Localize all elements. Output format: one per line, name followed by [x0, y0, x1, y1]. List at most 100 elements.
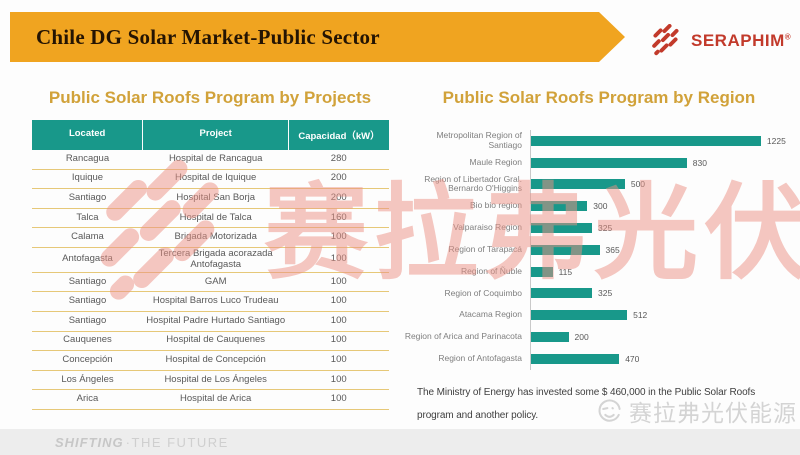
footer-tagline-bold: SHIFTING — [55, 434, 124, 450]
region-bar-chart: Metropolitan Region of Santiago 1225 Maule… — [404, 130, 794, 370]
chart-bar-area: 365 — [530, 238, 775, 261]
table-row: Calama Brigada Motorizada 100 — [32, 228, 389, 248]
brand-logo: SERAPHIM® — [652, 24, 791, 57]
chart-bar-area: 300 — [530, 195, 775, 218]
table-cell: Brigada Motorizada — [174, 231, 257, 243]
table-cell: Tercera Brigada acorazada Antofagasta — [158, 247, 273, 270]
table-cell: 160 — [330, 211, 347, 223]
seraphim-hatch-icon — [652, 24, 682, 57]
chart-category-label: Region of Coquimbo — [444, 287, 523, 298]
table-cell: Santiago — [68, 314, 107, 326]
table-cell: Rancagua — [65, 152, 110, 164]
right-panel-title: Public Solar Roofs Program by Region — [442, 88, 756, 107]
chart-category-label: Maule Region — [469, 156, 522, 167]
table-row: Antofagasta Tercera Brigada acorazada Ant… — [32, 248, 389, 273]
chart-category-label: Valparaiso Region — [453, 222, 522, 233]
chart-bar-row: Region of Libertador Gral. Bernardo O'Hi… — [404, 173, 794, 196]
chart-bar-row: Maule Region 830 — [404, 151, 794, 174]
chart-bar — [531, 266, 553, 277]
chart-category-label: Region of Libertador Gral. Bernardo O'Hi… — [424, 173, 522, 194]
table-cell: Hospital de Iquique — [175, 172, 257, 184]
chart-bar — [531, 332, 569, 343]
table-row: Santiago Hospital Barros Luco Trudeau 100 — [32, 292, 389, 312]
chart-bar-row: Region of Arica and Parinacota 200 — [404, 326, 794, 348]
investment-note: The Ministry of Energy has invested some… — [417, 381, 792, 427]
table-cell: Hospital de Cauquenes — [166, 334, 266, 346]
chart-bar-row: Metropolitan Region of Santiago 1225 — [404, 130, 794, 152]
chart-value-label: 512 — [633, 310, 648, 321]
chart-bar-area: 470 — [530, 347, 775, 370]
chart-bar-area: 512 — [530, 304, 775, 327]
table-cell: Concepción — [62, 354, 113, 366]
chart-bar — [531, 201, 588, 212]
table-row: Los Ángeles Hospital de Los Ángeles 100 — [32, 371, 389, 391]
chart-bar — [531, 223, 592, 234]
chart-value-label: 325 — [598, 288, 613, 299]
footer-tagline-rest: ·THE FUTURE — [125, 434, 229, 450]
chart-value-label: 325 — [598, 223, 613, 234]
chart-value-label: 365 — [605, 244, 620, 255]
chart-bar-row: Region of Antofagasta 470 — [404, 347, 794, 370]
table-row: Talca Hospital de Talca 160 — [32, 209, 389, 229]
chart-value-label: 300 — [593, 201, 608, 212]
note-line-2: program and another policy. — [417, 410, 539, 421]
table-cell: 100 — [330, 393, 347, 405]
chart-category-label: Atacama Region — [459, 309, 522, 320]
table-cell: Los Ángeles — [61, 373, 114, 385]
table-row: Concepción Hospital de Concepción 100 — [32, 351, 389, 371]
table-cell: Antofagasta — [62, 253, 113, 265]
table-row: Santiago GAM 100 — [32, 273, 389, 293]
chart-bar-row: Bio bio region 300 — [404, 195, 794, 218]
note-line-1: The Ministry of Energy has invested some… — [417, 387, 756, 398]
chart-category-label: Region of Antofagasta — [438, 352, 522, 363]
table-cell: Iquique — [71, 172, 104, 184]
table-row: Santiago Hospital San Borja 200 — [32, 189, 389, 209]
chart-bar-area: 325 — [530, 217, 775, 239]
chart-bar-row: Region of Coquimbo 325 — [404, 282, 794, 305]
chart-bar-row: Region of Tarapacá 365 — [404, 238, 794, 261]
chart-value-label: 830 — [692, 157, 707, 168]
chart-bar-area: 830 — [530, 151, 775, 174]
table-row: Cauquenes Hospital de Cauquenes 100 — [32, 332, 389, 352]
chart-category-label: Metropolitan Region of Santiago — [436, 130, 522, 150]
table-cell: Hospital Barros Luco Trudeau — [152, 295, 279, 307]
column-header-capacity: Capacidad（kW） — [298, 131, 380, 142]
chart-category-label: Region of Arica and Parinacota — [404, 331, 522, 342]
chart-bar — [531, 135, 761, 146]
chart-bar-area: 325 — [530, 282, 775, 305]
chart-bar — [531, 179, 625, 190]
table-body: Rancagua Hospital de Rancagua 280 Iquique Ho… — [32, 150, 389, 410]
table-row: Iquique Hospital de Iquique 200 — [32, 170, 389, 190]
chart-bar-area: 500 — [530, 173, 775, 196]
table-cell: Hospital Padre Hurtado Santiago — [146, 314, 286, 326]
table-cell: 200 — [330, 172, 347, 184]
table-row: Santiago Hospital Padre Hurtado Santiago 1… — [32, 312, 389, 332]
registered-mark: ® — [784, 31, 792, 41]
chart-value-label: 115 — [558, 266, 573, 277]
chart-bar-row: Region of Ñuble 115 — [404, 260, 794, 283]
table-cell: Santiago — [68, 295, 107, 307]
table-cell: Hospital San Borja — [176, 192, 256, 204]
table-header-row: Located Project Capacidad（kW） — [32, 120, 389, 150]
header-banner: Chile DG Solar Market-Public Sector — [10, 12, 625, 62]
table-cell: GAM — [204, 275, 227, 287]
table-cell: Hospital de Arica — [180, 393, 252, 405]
chart-bar — [531, 310, 628, 321]
table-cell: Hospital de Los Ángeles — [164, 373, 267, 385]
chart-category-label: Bio bio region — [470, 200, 522, 211]
chart-value-label: 1225 — [766, 135, 786, 146]
chart-bar-row: Atacama Region 512 — [404, 304, 794, 327]
chart-bar-area: 200 — [530, 326, 775, 348]
table-cell: Hospital de Rancagua — [168, 152, 263, 164]
table-cell: Arica — [76, 393, 99, 405]
table-cell: 100 — [330, 295, 347, 307]
table-row: Rancagua Hospital de Rancagua 280 — [32, 150, 389, 170]
column-header-project: Project — [143, 120, 289, 150]
page-title: Chile DG Solar Market-Public Sector — [36, 24, 380, 49]
column-header-located: Located — [32, 120, 144, 150]
table-cell: 200 — [330, 192, 347, 204]
table-cell: Santiago — [68, 275, 107, 287]
table-cell: 100 — [330, 253, 347, 265]
chart-bar — [531, 244, 600, 255]
